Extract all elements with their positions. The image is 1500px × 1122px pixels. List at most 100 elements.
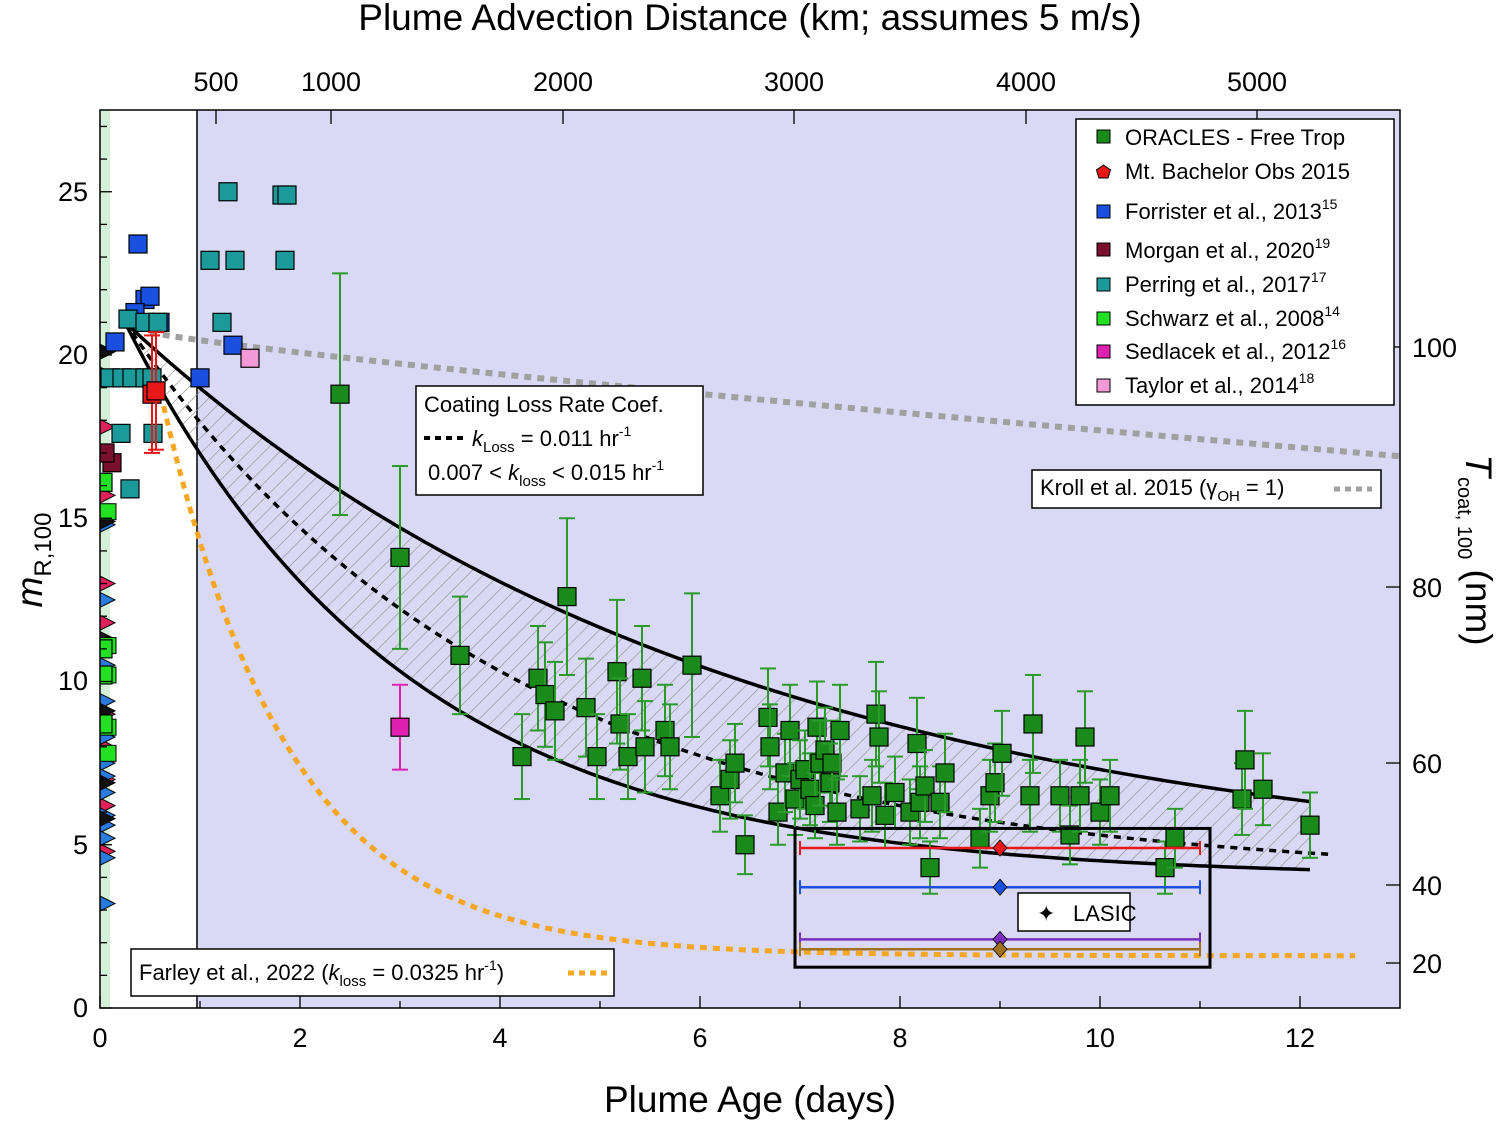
y-tick-label: 5 — [73, 830, 88, 860]
data-point — [1235, 750, 1255, 770]
lasic-label-box — [1017, 892, 1131, 932]
data-point — [223, 335, 243, 355]
legend-marker-forrister — [1096, 204, 1111, 219]
legend-box — [1075, 118, 1395, 406]
x2-axis-title: Plume Advection Distance (km; assumes 5 … — [358, 0, 1141, 38]
data-point — [915, 776, 935, 796]
edge-triangle-marker — [100, 591, 117, 608]
data-point — [635, 737, 655, 757]
data-point — [390, 717, 410, 737]
data-point — [277, 185, 297, 205]
data-point — [1165, 828, 1185, 848]
legend-label-morgan: Morgan et al., 202019 — [1125, 235, 1330, 263]
legend-marker-taylor — [1096, 378, 1111, 393]
data-point — [200, 250, 220, 270]
data-point — [992, 743, 1012, 763]
lasic-box — [793, 826, 1212, 969]
edge-triangle-marker — [100, 830, 117, 847]
fit-upper-curve — [123, 321, 1311, 804]
fit-lower-curve — [123, 321, 1311, 872]
data-point — [1253, 779, 1273, 799]
y2-tick-label: 60 — [1412, 749, 1442, 779]
data-point — [1023, 714, 1043, 734]
data-point — [120, 479, 140, 499]
edge-triangle-marker — [100, 810, 117, 827]
edge-triangle-marker — [100, 849, 117, 866]
data-point — [800, 779, 820, 799]
kroll-box — [1031, 469, 1382, 509]
coating-title: Coating Loss Rate Coef. — [424, 392, 664, 417]
legend-marker-morgan — [1096, 242, 1111, 257]
legend-label-forrister: Forrister et al., 201315 — [1125, 196, 1338, 224]
data-point — [930, 792, 950, 812]
data-point — [632, 668, 652, 688]
coating-box — [415, 385, 704, 496]
kroll-annotation: Kroll et al. 2015 (γOH = 1) — [1031, 469, 1382, 509]
farley-curve — [152, 367, 1356, 959]
data-point — [218, 182, 238, 202]
data-point — [1232, 789, 1252, 809]
data-point — [1300, 815, 1320, 835]
edge-square-marker — [100, 503, 117, 521]
data-point — [655, 720, 675, 741]
y2-tick-label: 40 — [1412, 871, 1442, 901]
data-point — [330, 384, 350, 404]
data-point — [1050, 786, 1070, 806]
data-point — [390, 547, 410, 568]
x-tick-label: 6 — [692, 1023, 707, 1053]
data-point — [111, 423, 131, 443]
x2-tick-label: 5000 — [1227, 67, 1287, 97]
legend-marker-oracles — [1096, 129, 1111, 144]
axis-ticks — [99, 110, 1400, 1009]
data-point — [682, 655, 702, 675]
farley-box — [130, 948, 615, 997]
lasic-legend: ✦ LASIC — [1017, 892, 1137, 932]
lasic-point — [992, 940, 1008, 958]
kroll-label: Kroll et al. 2015 (γOH = 1) — [1040, 475, 1284, 505]
x2-tick-label: 4000 — [996, 67, 1056, 97]
data-point — [1020, 786, 1040, 806]
data-point — [1090, 802, 1110, 822]
data-point — [1075, 727, 1095, 747]
data-point — [148, 312, 168, 332]
data-point — [557, 587, 577, 607]
legend-label-sedlacek: Sedlacek et al., 201216 — [1125, 336, 1346, 364]
legend-marker-schwarz — [1096, 311, 1111, 326]
x2-tick-label: 1000 — [301, 67, 361, 97]
farley-annotation: Farley et al., 2022 (kloss = 0.0325 hr-1… — [130, 948, 615, 997]
y-tick-label: 15 — [58, 503, 88, 533]
data-point — [910, 792, 930, 812]
data-point — [869, 727, 889, 747]
edge-triangle-marker — [100, 895, 117, 912]
x-tick-label: 10 — [1085, 1023, 1115, 1053]
x2-tick-label: 3000 — [764, 67, 824, 97]
data-point — [275, 250, 295, 270]
x2-tick-labels: 500 1000 2000 3000 4000 5000 — [193, 67, 1287, 97]
x-tick-label: 4 — [492, 1023, 507, 1053]
x2-tick-label: 500 — [193, 67, 238, 97]
y2-tick-label: 20 — [1412, 949, 1442, 979]
data-point — [576, 698, 596, 718]
data-point — [760, 737, 780, 757]
y2-tick-label: 100 — [1412, 333, 1457, 363]
y-tick-label: 0 — [73, 993, 88, 1023]
data-point — [512, 746, 532, 767]
legend-marker-bachelor — [1095, 164, 1112, 179]
x2-tick-label: 2000 — [533, 67, 593, 97]
data-point — [146, 381, 166, 401]
data-point — [710, 786, 730, 806]
data-point — [240, 348, 260, 368]
data-point — [780, 720, 800, 741]
legend: ORACLES - Free Trop Mt. Bachelor Obs 201… — [1075, 118, 1395, 406]
data-point — [935, 763, 955, 783]
legend-label-oracles: ORACLES - Free Trop — [1125, 125, 1345, 150]
x-tick-label: 0 — [92, 1023, 107, 1053]
lasic-point — [992, 839, 1008, 857]
data-point — [885, 782, 905, 803]
legend-marker-perring — [1096, 277, 1111, 292]
edge-region — [100, 110, 110, 1008]
y2-tick-labels: 20 40 60 80 100 — [1412, 333, 1457, 979]
data-point — [822, 753, 842, 773]
data-point — [758, 707, 778, 728]
